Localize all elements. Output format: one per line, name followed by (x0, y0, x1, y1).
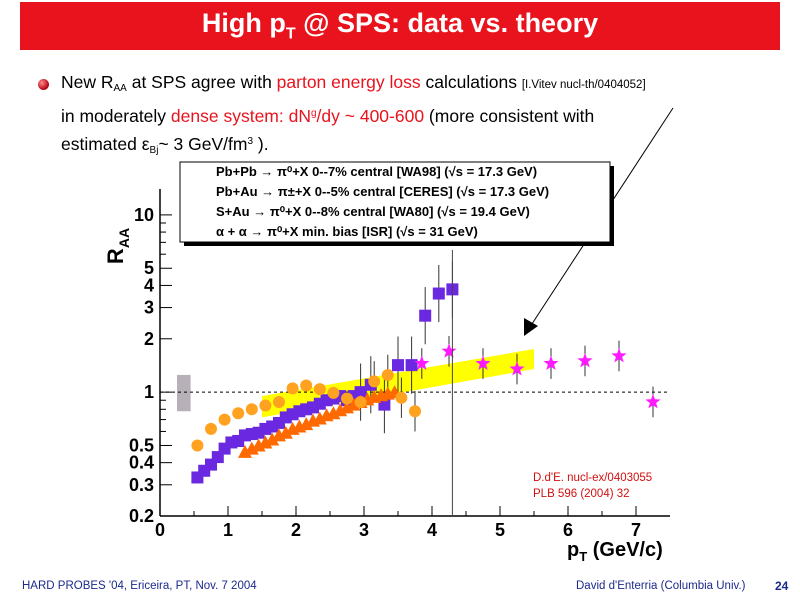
bullet-t10: ~ 3 GeV/fm (158, 134, 248, 154)
wa98-point (354, 386, 367, 399)
wa80-point (395, 391, 408, 404)
bullet-t6: in moderately (61, 106, 171, 126)
y-tick-label: 3 (144, 298, 154, 318)
wa80-point (205, 422, 217, 435)
wa98-point (419, 309, 432, 322)
wa80-point (191, 439, 204, 452)
legend-entry: Pb+Pb → π⁰+X 0--7% central [WA98] (√s = … (216, 164, 537, 179)
wa80-point (259, 399, 272, 412)
isr-point (475, 355, 491, 370)
x-tick-label: 3 (359, 520, 369, 540)
y-tick-label: 0.2 (129, 506, 154, 526)
title-subscript: T (285, 25, 296, 43)
slide-title: High pT @ SPS: data vs. theory (202, 8, 598, 43)
bullet-reference: [I.Vitev nucl-th/0404052] (521, 79, 646, 91)
bullet-t7-sup: g (310, 108, 317, 119)
legend-entry: α + α → π⁰+X min. bias [ISR] (√s = 31 Ge… (216, 224, 478, 239)
x-tick-label: 1 (223, 520, 233, 540)
isr-point (414, 355, 430, 370)
isr-point (645, 394, 661, 409)
bullet-t7b: /dy ~ 400-600 (316, 106, 425, 126)
y-tick-label: 5 (144, 258, 154, 278)
y-tick-label: 0.5 (129, 435, 154, 455)
x-tick-label: 0 (155, 520, 165, 540)
bullet-t9: estimated ε (61, 134, 150, 154)
isr-point (441, 343, 457, 358)
bullet-t4: calculations (420, 72, 522, 92)
page-number: 24 (775, 579, 789, 593)
bullet-t1: New R (61, 72, 114, 92)
title-bar: High pT @ SPS: data vs. theory (20, 2, 780, 50)
legend-entry: S+Au → π⁰+X 0--8% central [WA80] (√s = 1… (216, 204, 530, 219)
wa80-point (381, 368, 394, 381)
bullet-t8: (more consistent with (424, 106, 595, 126)
bullet-t3: parton energy loss (276, 72, 421, 92)
bullet-t1-sub: AA (113, 83, 127, 94)
ceres-point (278, 425, 293, 439)
y-tick-label: 0.3 (129, 475, 154, 495)
wa80-point (409, 405, 421, 418)
bullet-text: New RAA at SPS agree with parton energy … (61, 70, 781, 163)
y-tick-label: 1 (144, 382, 154, 402)
wa80-point (300, 379, 313, 392)
wa80-point (245, 403, 258, 416)
reference-annotation: PLB 596 (2004) 32 (533, 488, 630, 500)
normalization-uncertainty-box (177, 374, 191, 412)
y-tick-label: 0.4 (129, 453, 154, 473)
wa80-point (232, 407, 245, 420)
title-part-1: High p (201, 8, 286, 39)
isr-point (509, 361, 525, 376)
x-tick-label: 7 (631, 520, 641, 540)
y-tick-label: 2 (144, 329, 154, 349)
footer-conference: HARD PROBES '04, Ericeira, PT, Nov. 7 20… (22, 580, 257, 592)
wa98-point (378, 398, 391, 411)
legend-box (179, 161, 611, 243)
y-axis-label: RAA (103, 228, 132, 264)
legend-entry: Pb+Au → π±+X 0--5% central [CERES] (√s =… (216, 184, 549, 199)
bullet-t2: at SPS agree with (126, 72, 277, 92)
x-tick-label: 4 (427, 520, 437, 540)
wa98-point (245, 428, 258, 441)
wa80-point (313, 383, 326, 396)
footer-author: David d'Enterria (Columbia Univ.) (576, 580, 746, 592)
ceres-point (238, 444, 252, 458)
isr-point (577, 352, 593, 368)
bullet-icon (38, 79, 49, 90)
bullet-t9-sub: Bj (149, 145, 159, 156)
ceres-point (265, 432, 280, 446)
isr-point (611, 347, 627, 363)
x-axis-label: pT (GeV/c) (567, 539, 663, 564)
y-tick-label: 10 (134, 205, 154, 225)
reference-annotation: D.d'E. nucl-ex/0403055 (533, 472, 652, 484)
x-tick-label: 6 (563, 520, 573, 540)
wa80-point (327, 386, 340, 399)
x-tick-label: 2 (291, 520, 301, 540)
wa80-point (368, 375, 381, 388)
bullet-t10-sup: 3 (247, 136, 254, 147)
x-tick-label: 5 (495, 520, 505, 540)
ceres-point (299, 417, 314, 431)
wa80-point (218, 413, 231, 426)
wa98-point (405, 359, 418, 372)
title-part-2: @ SPS: data vs. theory (295, 8, 599, 39)
wa98-point (432, 287, 445, 300)
wa80-point (273, 395, 285, 408)
bullet-t7: dense system: dN (170, 106, 311, 126)
y-tick-label: 4 (144, 275, 154, 295)
wa80-point (341, 392, 353, 405)
arrow-head-icon (524, 318, 538, 336)
bullet-t11: ). (253, 134, 269, 154)
wa80-point (354, 395, 367, 408)
isr-point (543, 355, 559, 370)
wa98-point (392, 359, 404, 372)
wa80-point (286, 382, 299, 395)
